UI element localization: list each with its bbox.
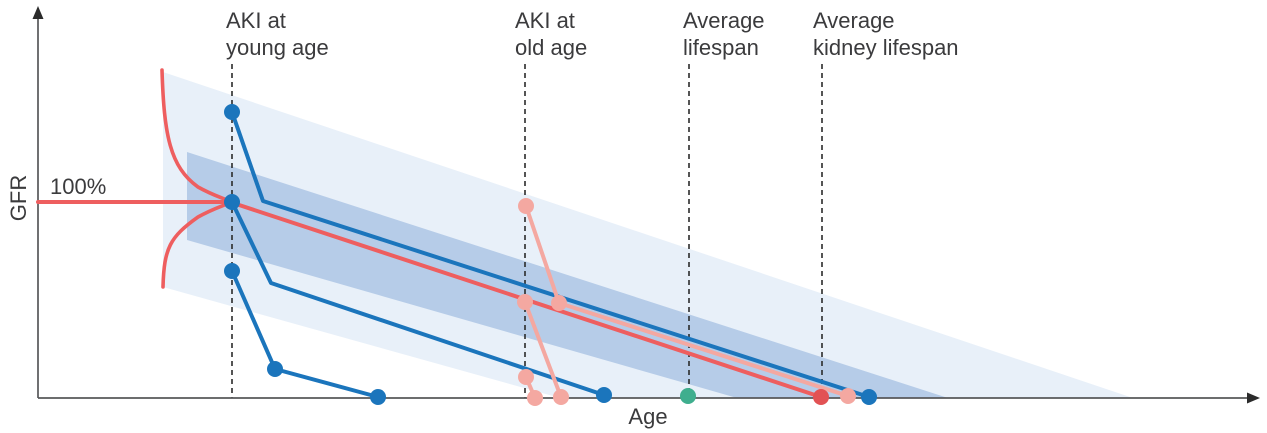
aki-young-age-label-line2: young age: [226, 35, 329, 60]
average-kidney-lifespan-label-line1: Average: [813, 8, 895, 33]
y-reference-label: 100%: [50, 174, 106, 199]
bands-layer: [163, 72, 1133, 398]
aki-young-age-label-line1: AKI at: [226, 8, 286, 33]
aki-old-average-gfr-trajectory-point-1: [553, 389, 569, 405]
aki-young-no-recovery-trajectory-point-1: [267, 361, 283, 377]
normal-gfr-decline-band: [187, 152, 948, 398]
aki-young-no-recovery-trajectory-point-0: [224, 263, 240, 279]
aki-old-average-gfr-trajectory-point-0: [517, 294, 533, 310]
x-axis-label: Age: [628, 404, 667, 429]
average-gfr-trajectory-point-0: [813, 389, 829, 405]
aki-old-average-gfr-trajectory: [523, 300, 563, 399]
average-lifespan-label-line1: Average: [683, 8, 765, 33]
aki-young-high-gfr-trajectory: [230, 110, 871, 399]
aki-young-no-recovery-trajectory-point-2: [370, 389, 386, 405]
axes-layer: [32, 6, 1260, 404]
aki-young-partial-recovery-trajectory-point-1: [596, 387, 612, 403]
aki-young-high-gfr-trajectory-point-0: [224, 104, 240, 120]
aki-old-high-gfr-trajectory-point-2: [840, 388, 856, 404]
gfr-population-range-band: [163, 72, 1133, 398]
death-at-average-lifespan-marker: [680, 388, 696, 404]
aki-old-high-gfr-trajectory-point-0: [518, 198, 534, 214]
y-axis-label: GFR: [6, 175, 31, 221]
aki-old-low-gfr-trajectory-point-0: [518, 369, 534, 385]
aki-old-high-gfr-trajectory-point-1: [551, 295, 567, 311]
aki-young-partial-recovery-trajectory-point-0: [224, 194, 240, 210]
aki-old-low-gfr-trajectory-point-1: [527, 390, 543, 406]
data-points-layer: [224, 104, 877, 406]
average-lifespan-label-line2: lifespan: [683, 35, 759, 60]
y-axis-arrow-icon: [32, 6, 44, 19]
aki-old-age-label-line2: old age: [515, 35, 587, 60]
aki-young-partial-recovery-trajectory: [230, 200, 606, 397]
aki-old-age-label-line1: AKI at: [515, 8, 575, 33]
x-axis-arrow-icon: [1247, 392, 1260, 404]
average-kidney-lifespan-label-line2: kidney lifespan: [813, 35, 959, 60]
aki-young-high-gfr-trajectory-point-1: [861, 389, 877, 405]
